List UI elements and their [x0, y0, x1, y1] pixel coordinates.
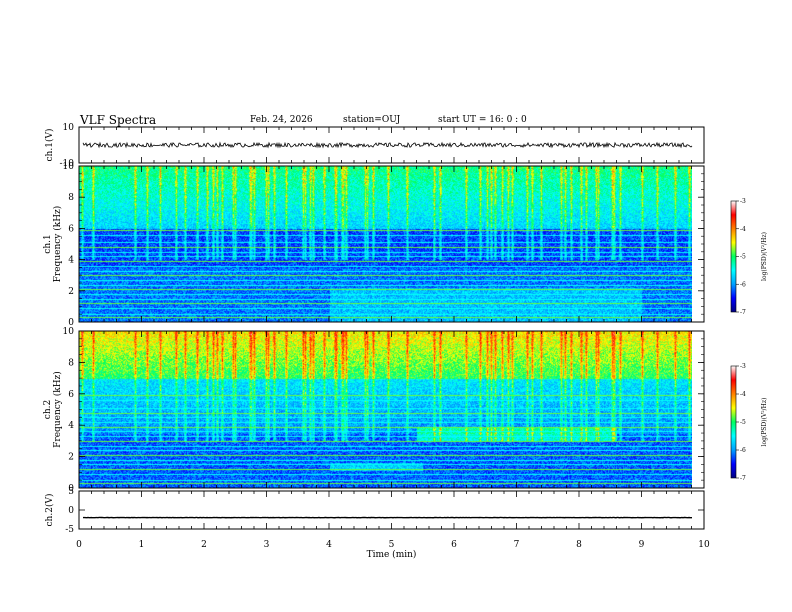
colorbar-2: [730, 365, 737, 479]
y-tick-label-ch2-wave: 5: [68, 487, 74, 497]
y-tick-label-ch1-spec: 8: [68, 193, 74, 203]
y-tick-label-ch1-spec: 4: [68, 256, 74, 266]
colorbar-tick-label: -6: [740, 281, 746, 288]
colorbar-tick-label: -3: [740, 363, 746, 370]
y-tick-label-ch2-spec: 4: [68, 421, 74, 431]
y-tick-label-ch1-spec: 0: [68, 318, 74, 328]
x-tick-label: 10: [698, 540, 710, 550]
colorbar-tick-label: -4: [740, 391, 746, 398]
colorbar-tick-label: -4: [740, 226, 746, 233]
x-tick-label: 9: [639, 540, 645, 550]
y-tick-label-ch1-spec: 6: [68, 224, 74, 234]
x-tick-label: 2: [201, 540, 207, 550]
y-axis-label-ch2-wave: ch.2(V): [44, 494, 55, 527]
x-tick-label: 7: [514, 540, 520, 550]
y-tick-label-ch1-wave: 10: [63, 123, 75, 133]
y-tick-label-ch2-spec: 2: [68, 453, 74, 463]
start-time-label: start UT = 16: 0 : 0: [438, 115, 527, 125]
y-channel-label-ch1-spec: ch.1: [43, 234, 53, 253]
colorbar-label-2: log(PSD)(V²/Hz): [761, 398, 768, 447]
y-axis-label-ch2-spec: Frequency (kHz): [52, 371, 63, 448]
colorbar-tick-label: -3: [740, 198, 746, 205]
x-tick-label: 0: [76, 540, 82, 550]
figure-title: VLF Spectra: [80, 113, 157, 127]
x-tick-label: 6: [451, 540, 457, 550]
colorbar-tick-label: -7: [740, 309, 746, 316]
y-tick-label-ch1-spec: 10: [63, 162, 75, 172]
colorbar-tick-label: -5: [740, 419, 746, 426]
y-tick-label-ch2-spec: 8: [68, 358, 74, 368]
y-channel-label-ch2-spec: ch.2: [43, 400, 53, 419]
spectrogram-ch2-spec: [79, 331, 692, 488]
y-tick-label-ch2-spec: 6: [68, 390, 74, 400]
y-tick-label-ch2-spec: 0: [68, 484, 74, 494]
x-tick-label: 8: [576, 540, 582, 550]
x-tick-label: 4: [326, 540, 332, 550]
station-label: station=OUJ: [343, 115, 401, 125]
y-tick-label-ch1-spec: 2: [68, 287, 74, 297]
y-tick-label-ch1-wave: -10: [60, 159, 75, 169]
colorbar-1: [730, 200, 737, 313]
x-tick-label: 5: [389, 540, 395, 550]
y-tick-label-ch2-wave: 0: [68, 506, 74, 516]
y-axis-label-ch1-spec: Frequency (kHz): [52, 206, 63, 283]
date-label: Feb. 24, 2026: [250, 115, 313, 125]
y-tick-label-ch2-wave: -5: [65, 525, 74, 535]
x-tick-label: 1: [139, 540, 145, 550]
y-axis-label-ch1-wave: ch.1(V): [44, 129, 55, 162]
colorbar-tick-label: -6: [740, 447, 746, 454]
x-tick-label: 3: [264, 540, 270, 550]
colorbar-tick-label: -5: [740, 254, 746, 261]
y-tick-label-ch2-spec: 10: [63, 327, 75, 337]
colorbar-label-1: log(PSD)(V²/Hz): [761, 232, 768, 281]
waveform-trace-ch1-wave: [82, 141, 693, 149]
spectrogram-ch1-spec: [79, 166, 692, 322]
x-axis-label: Time (min): [367, 549, 417, 560]
colorbar-tick-label: -7: [740, 475, 746, 482]
